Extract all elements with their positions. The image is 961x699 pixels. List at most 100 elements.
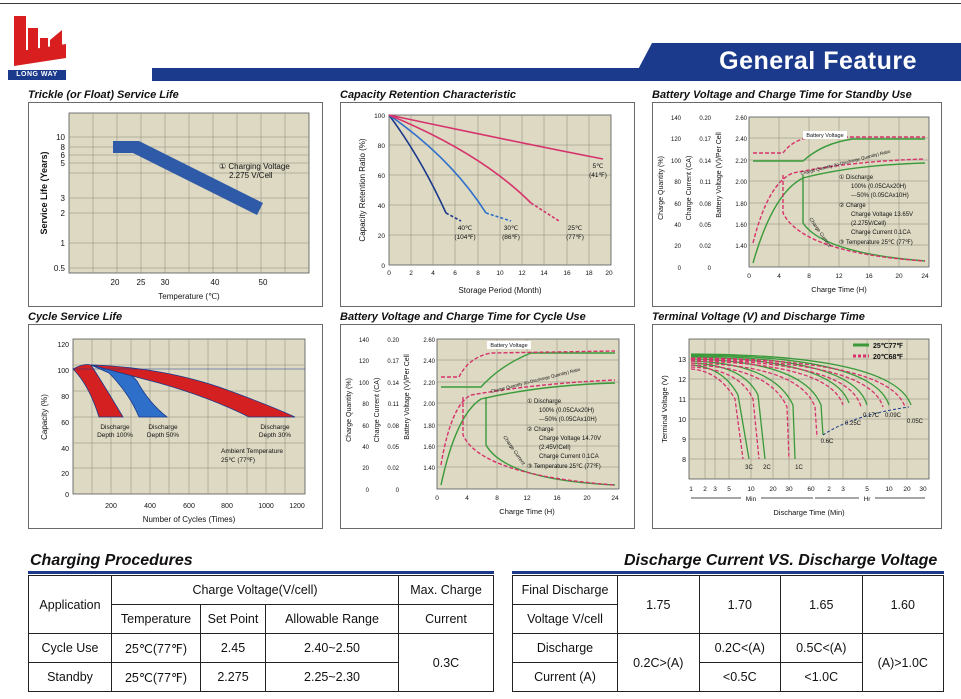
cycle-use-q-tick: 140	[359, 338, 370, 344]
cell-voltage: 1.65	[780, 575, 863, 634]
terminal-xtick-min: 20	[769, 486, 777, 493]
standby-note: Charge Voltage 13.65V	[851, 212, 913, 218]
h-allowable-range: Allowable Range	[265, 604, 399, 634]
terminal-ytick: 12	[678, 377, 686, 384]
trickle-xtick: 50	[259, 278, 268, 287]
cycle-ytick: 100	[57, 368, 69, 375]
cycle-ambient: 25℃ (77℉)	[221, 457, 255, 464]
standby-xtick: 20	[895, 273, 903, 280]
capacity-ytick: 100	[374, 113, 385, 120]
cycle-use-yl1: Charge Quantity (%)	[346, 378, 353, 442]
standby-title: Battery Voltage and Charge Time for Stan…	[652, 89, 912, 101]
capacity-xtick: 10	[496, 270, 504, 277]
trickle-xtick: 20	[111, 278, 120, 287]
terminal-xtick-min: 60	[807, 486, 815, 493]
cycle-xtick: 600	[183, 503, 195, 510]
cycle-depth-label: Discharge	[148, 424, 178, 431]
capacity-ytick: 60	[378, 173, 386, 180]
cycle-use-bv-label: Battery Voltage	[490, 343, 527, 349]
capacity-xtick: 14	[540, 270, 548, 277]
standby-xtick: 16	[865, 273, 873, 280]
h-current-a: Current (A)	[512, 662, 618, 692]
discharge-title: Discharge Current VS. Discharge Voltage	[624, 552, 938, 569]
cycle-use-xtick: 16	[553, 495, 561, 502]
capacity-curve-label: (77℉)	[566, 234, 584, 241]
capacity-xtick: 18	[585, 270, 593, 277]
standby-note: (2.275V/Cell)	[851, 221, 886, 227]
header-banner	[152, 43, 961, 81]
cycle-use-xtick: 8	[495, 495, 499, 502]
cycle-use-q-tick: 20	[362, 466, 369, 472]
cycle-use-title: Battery Voltage and Charge Time for Cycl…	[340, 311, 586, 323]
standby-ca-tick: 0.14	[699, 159, 711, 165]
h-voltage-per-cell: Voltage V/cell	[512, 604, 618, 634]
top-rule	[0, 3, 961, 4]
cell-max-current: 0.3C	[398, 633, 494, 692]
terminal-xtick-hr: 10	[885, 486, 893, 493]
terminal-hr-label: Hr	[864, 496, 872, 503]
longway-logo	[8, 10, 66, 70]
standby-ca-tick: 0.11	[700, 180, 712, 186]
cell-set-point: 2.45	[200, 633, 266, 663]
cycle-use-note: ③ Temperature 25℃ (77℉)	[527, 463, 601, 470]
cell-current: <1.0C	[780, 662, 863, 692]
cycle-depth-label: Discharge	[100, 424, 130, 431]
terminal-title: Terminal Voltage (V) and Discharge Time	[652, 311, 865, 323]
standby-v-tick: 2.00	[735, 180, 747, 186]
cycle-use-xtick: 4	[465, 495, 469, 502]
cycle-ytick: 0	[65, 492, 69, 499]
cell-current: 0.2C>(A)	[617, 633, 700, 692]
cycle-use-ca-tick: 0.14	[387, 381, 399, 387]
cycle-life-chart: 120 100 80 60 40 20 0 200 400 600 800 10…	[40, 338, 306, 524]
terminal-rate: 0.05C	[907, 419, 924, 425]
standby-q-tick: 100	[671, 159, 682, 165]
discharge-title-rule	[512, 571, 944, 574]
cycle-use-yl3: Battery Voltage (V)/Per Cell	[404, 354, 411, 440]
terminal-panel: 13 12 11 10 9 8 1 2 3 5 10 20 30 60 2 3 …	[652, 324, 942, 529]
standby-note: 100% (0.05CAx20H)	[851, 184, 906, 190]
terminal-rate: 1C	[795, 465, 803, 471]
capacity-curve-label: (86℉)	[502, 234, 520, 241]
cycle-use-note: ---50% (0.05CAx10H)	[539, 417, 597, 423]
cycle-use-q-tick: 0	[366, 488, 370, 494]
terminal-xtick-hr: 20	[903, 486, 911, 493]
trickle-panel: 10 8 6 5 3 2 1 0.5 20 25 30 40 50 Temper…	[28, 102, 323, 307]
cell-current: 0.5C<(A)	[780, 633, 863, 663]
capacity-curve-label: (41℉)	[589, 172, 607, 179]
cycle-xlabel: Number of Cycles (Times)	[143, 515, 236, 524]
terminal-xtick-hr: 2	[827, 486, 831, 493]
capacity-curve-label: (104℉)	[454, 234, 475, 241]
cycle-use-v-tick: 1.60	[423, 445, 435, 451]
standby-v-tick: 1.80	[735, 202, 747, 208]
terminal-xtick-hr: 3	[841, 486, 845, 493]
standby-ca-tick: 0.08	[699, 202, 711, 208]
standby-yl3: Battery Voltage (V)/Per Cell	[716, 132, 723, 218]
cycle-use-note: (2.45V/Cell)	[539, 445, 571, 451]
terminal-ylabel: Terminal Voltage (V)	[660, 375, 669, 443]
trickle-ytick: 0.5	[54, 264, 66, 273]
terminal-ytick: 11	[679, 397, 686, 404]
cell-current: 0.2C<(A)	[698, 633, 781, 663]
cycle-ytick: 20	[61, 471, 69, 478]
cycle-ambient: Ambient Temperature	[221, 448, 283, 455]
cycle-use-v-tick: 1.40	[423, 466, 435, 472]
trickle-ytick: 1	[61, 239, 66, 248]
cycle-use-ca-tick: 0.08	[387, 424, 399, 430]
standby-chart: 140 120 100 80 60 40 20 0 0.20 0.17 0.14…	[658, 116, 930, 294]
cycle-use-v-tick: 2.00	[423, 402, 435, 408]
cycle-use-note: ② Charge	[527, 426, 554, 433]
cycle-use-ca-tick: 0.17	[387, 359, 399, 365]
capacity-xtick: 2	[409, 270, 413, 277]
terminal-xtick-min: 5	[727, 486, 731, 493]
trickle-note: ① Charging Voltage	[219, 162, 290, 171]
cycle-ytick: 40	[61, 446, 69, 453]
terminal-chart: 13 12 11 10 9 8 1 2 3 5 10 20 30 60 2 3 …	[660, 338, 930, 517]
cycle-use-ca-tick: 0	[396, 488, 400, 494]
h-charge-voltage: Charge Voltage(V/cell)	[111, 575, 399, 605]
cell-current: (A)>1.0C	[861, 633, 944, 692]
standby-note: Charge Current 0.1CA	[851, 230, 911, 236]
capacity-xtick: 4	[431, 270, 435, 277]
charging-title: Charging Procedures	[30, 552, 193, 569]
capacity-curve-label: 25℃	[568, 225, 583, 232]
h-temperature: Temperature	[111, 604, 201, 634]
